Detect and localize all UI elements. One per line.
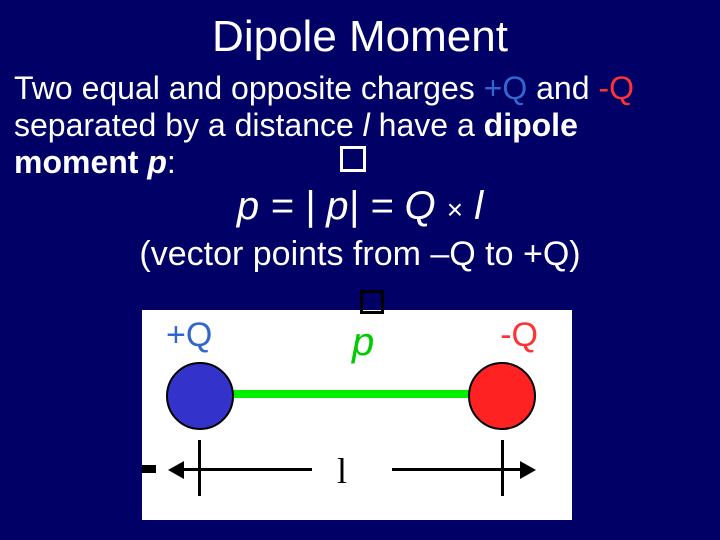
negative-charge-icon xyxy=(468,362,536,430)
diagram-minus-q-label: -Q xyxy=(500,316,538,355)
bracket-left-arrow xyxy=(182,468,312,471)
desc-part3: separated by a distance xyxy=(14,107,363,143)
desc-part4: have a xyxy=(370,107,484,143)
diagram-p-label: p xyxy=(352,320,374,365)
desc-part2: and xyxy=(527,70,598,106)
p-vector-box-icon xyxy=(360,290,384,314)
dipole-vector-arrow xyxy=(202,390,492,398)
bracket-right-arrow xyxy=(392,468,522,471)
equation-line: p = | p| = Q × l xyxy=(0,184,720,229)
vector-direction-note: (vector points from –Q to +Q) xyxy=(0,235,720,274)
multiply-icon: × xyxy=(447,194,463,225)
dipole-diagram: +Q -Q p l xyxy=(142,310,572,520)
distance-l: l xyxy=(363,107,370,143)
desc-colon: : xyxy=(167,144,176,180)
positive-charge-icon xyxy=(166,362,234,430)
moment-p: p xyxy=(147,144,167,180)
left-dash-icon xyxy=(142,465,156,473)
minus-q-text: -Q xyxy=(598,70,634,106)
diagram-plus-q-label: +Q xyxy=(166,316,212,355)
desc-part1: Two equal and opposite charges xyxy=(14,70,484,106)
plus-q-text: +Q xyxy=(484,70,528,106)
equation-main: p = | p| = Q xyxy=(237,184,447,228)
equation-l: l xyxy=(463,184,483,228)
vector-box-icon xyxy=(340,146,366,172)
slide-title: Dipole Moment xyxy=(0,0,720,70)
diagram-l-label: l xyxy=(337,450,347,492)
